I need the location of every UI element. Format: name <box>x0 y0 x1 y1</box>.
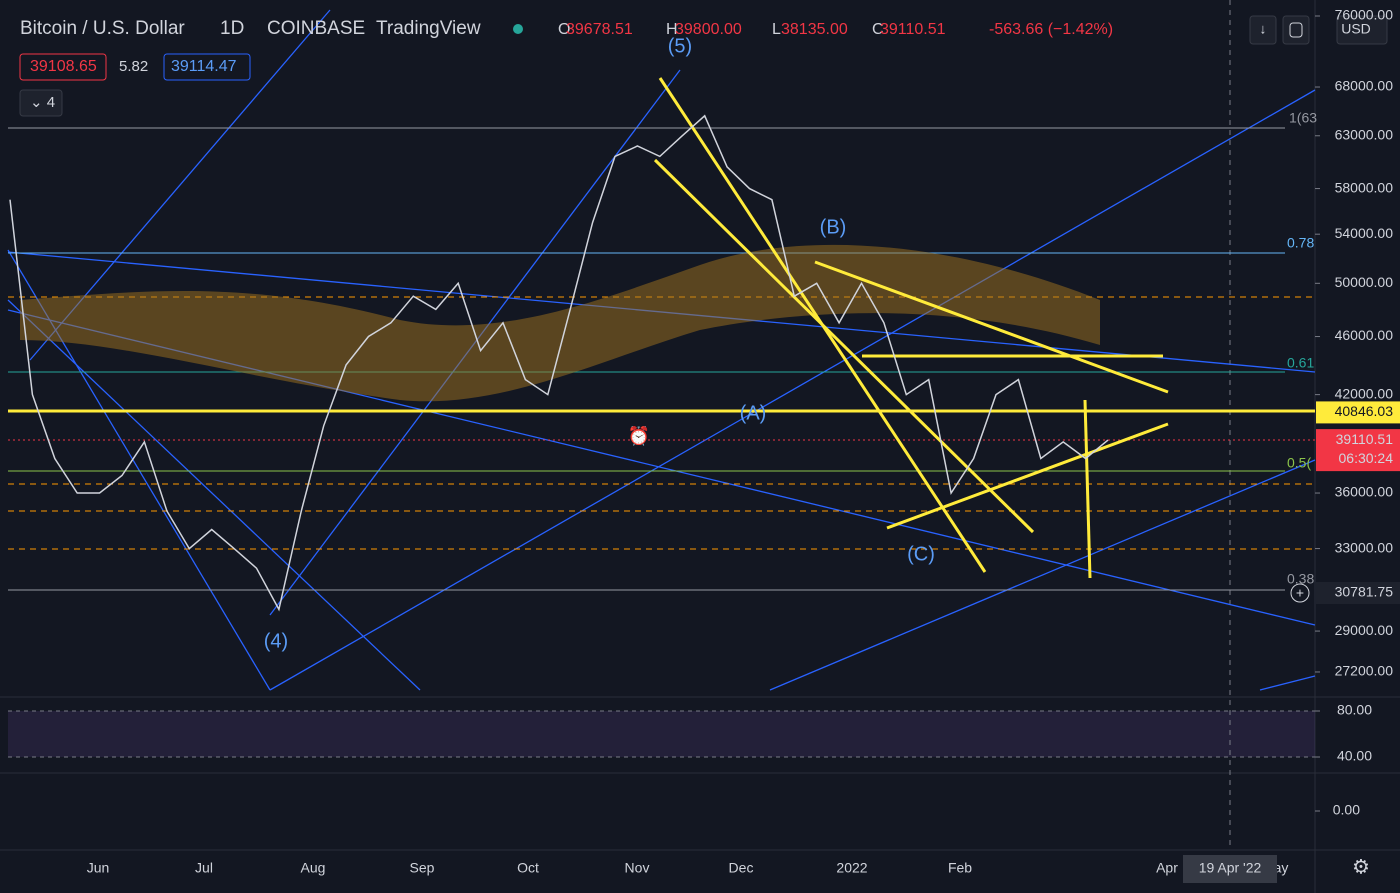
fib-label: 0.38 <box>1287 571 1314 587</box>
macd-tick-label: 0.00 <box>1333 802 1360 818</box>
x-tick-label: Feb <box>948 860 972 876</box>
bid-box[interactable] <box>19 53 107 81</box>
y-tick-label: 76000.00 <box>1335 7 1394 23</box>
indicator-toggle[interactable] <box>19 89 63 117</box>
ohlc-item: 39678.51 <box>566 21 633 38</box>
y-tick-label: 36000.00 <box>1335 484 1394 500</box>
currency[interactable]: USD <box>1341 21 1371 37</box>
ohlc-item: L <box>772 21 781 38</box>
x-tick-label: Nov <box>625 860 650 876</box>
currency-button[interactable] <box>1336 15 1388 45</box>
ohlc-item: 38135.00 <box>781 21 848 38</box>
symbol: Bitcoin / U.S. Dollar <box>20 18 185 39</box>
source: TradingView <box>376 18 481 39</box>
y-tick-label: 27200.00 <box>1335 663 1394 679</box>
fib-label: 0.78 <box>1287 235 1314 251</box>
ohlc-item: 39110.51 <box>880 21 946 38</box>
date-badge <box>1183 855 1277 883</box>
x-tick-label: Jun <box>87 860 110 876</box>
rsi-tick-label: 80.00 <box>1337 702 1372 718</box>
ask-box[interactable] <box>163 53 251 81</box>
y-tick-label: 63000.00 <box>1335 126 1394 142</box>
exchange: COINBASE <box>267 18 365 39</box>
ohlc-item: C <box>872 21 884 38</box>
y-tick-label: 29000.00 <box>1335 622 1394 638</box>
dynamic-layer <box>9 114 1109 612</box>
ma-cloud <box>20 244 1100 402</box>
settings-icon[interactable]: ⚙ <box>1352 856 1370 878</box>
add-button[interactable] <box>1290 583 1310 603</box>
status-dot <box>513 24 523 34</box>
countdown: 06:30:24 <box>1339 450 1394 466</box>
rsi-band <box>8 711 1315 757</box>
spread: 5.82 <box>119 58 148 75</box>
y-tick-label: 42000.00 <box>1335 385 1394 401</box>
x-tick-label: Apr <box>1156 860 1178 876</box>
y-tick-label: 46000.00 <box>1335 327 1394 343</box>
download-button[interactable] <box>1249 15 1277 45</box>
y-tick-label: 68000.00 <box>1335 78 1394 94</box>
price-badge <box>1316 401 1400 424</box>
x-tick-label: Dec <box>729 860 754 876</box>
ohlc-item: H <box>666 21 678 38</box>
ohlc-item: -563.66 (−1.42%) <box>989 21 1113 38</box>
bid[interactable]: 39108.65 <box>30 58 97 75</box>
ask[interactable]: 39114.47 <box>171 58 237 75</box>
price-badge-label: 39110.51 <box>1336 431 1394 447</box>
interval: 1D <box>220 18 244 39</box>
ohlc-item: O <box>558 21 570 38</box>
y-tick-label: 58000.00 <box>1335 179 1394 195</box>
x-tick-label: Aug <box>301 860 326 876</box>
y-tick-label: 50000.00 <box>1335 274 1394 290</box>
price-badge-label: 40846.03 <box>1335 403 1394 419</box>
add-icon[interactable]: + <box>1296 585 1304 601</box>
ohlc-item: 39800.00 <box>675 21 742 38</box>
download-icon[interactable]: ↓ <box>1260 21 1267 37</box>
fib-label: 1(63 <box>1289 110 1317 126</box>
price-badge-label: 30781.75 <box>1335 584 1394 600</box>
fib-label: 0.61 <box>1287 355 1314 371</box>
yellow-trendlines <box>8 77 1315 579</box>
fullscreen-button[interactable] <box>1282 15 1310 45</box>
price-badge <box>1316 429 1400 472</box>
y-tick-label: 33000.00 <box>1335 539 1394 555</box>
x-tick-label: Sep <box>410 860 435 876</box>
levels <box>8 127 1315 591</box>
rsi-tick-label: 40.00 <box>1337 748 1372 764</box>
indicator-count[interactable]: ⌄ 4 <box>30 94 55 111</box>
wave-label: (5) <box>668 35 692 57</box>
alarm-icon[interactable]: ⏰ <box>628 425 650 446</box>
x-tick-label: 2022 <box>836 860 867 876</box>
wave-label: (B) <box>820 216 847 238</box>
x-tick-label: Oct <box>517 860 539 876</box>
price-badge <box>1316 582 1400 605</box>
date-badge-label: 19 Apr '22 <box>1199 860 1262 876</box>
price-line <box>9 114 1109 612</box>
x-tick-label: Jul <box>195 860 213 876</box>
fib-label: 0.5( <box>1287 455 1311 471</box>
y-tick-label: 54000.00 <box>1335 225 1394 241</box>
x-tick-label: ay <box>1274 860 1289 876</box>
wave-label: (C) <box>907 543 935 565</box>
wave-label: (4) <box>264 630 288 652</box>
fullscreen-icon[interactable] <box>1289 22 1303 38</box>
wave-label: (A) <box>740 402 767 424</box>
